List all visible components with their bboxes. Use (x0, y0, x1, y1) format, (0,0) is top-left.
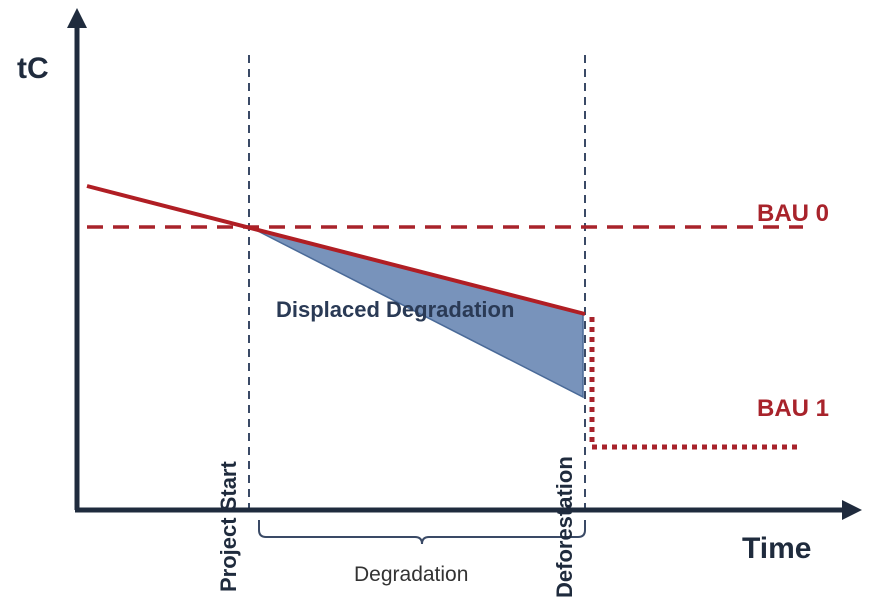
displaced-degradation-label: Displaced Degradation (276, 297, 514, 322)
project-start-label: Project Start (216, 461, 241, 592)
bau1-line (589, 317, 797, 450)
degradation-period-label: Degradation (354, 563, 468, 586)
degradation-brace (258, 520, 586, 545)
deforestation-label: Deforestation (552, 456, 577, 598)
bau0-label: BAU 0 (757, 200, 829, 227)
x-axis-title: Time (742, 532, 811, 565)
with-project-line (86, 184, 586, 316)
y-axis-title: tC (17, 52, 49, 85)
bau1-label: BAU 1 (757, 395, 829, 422)
